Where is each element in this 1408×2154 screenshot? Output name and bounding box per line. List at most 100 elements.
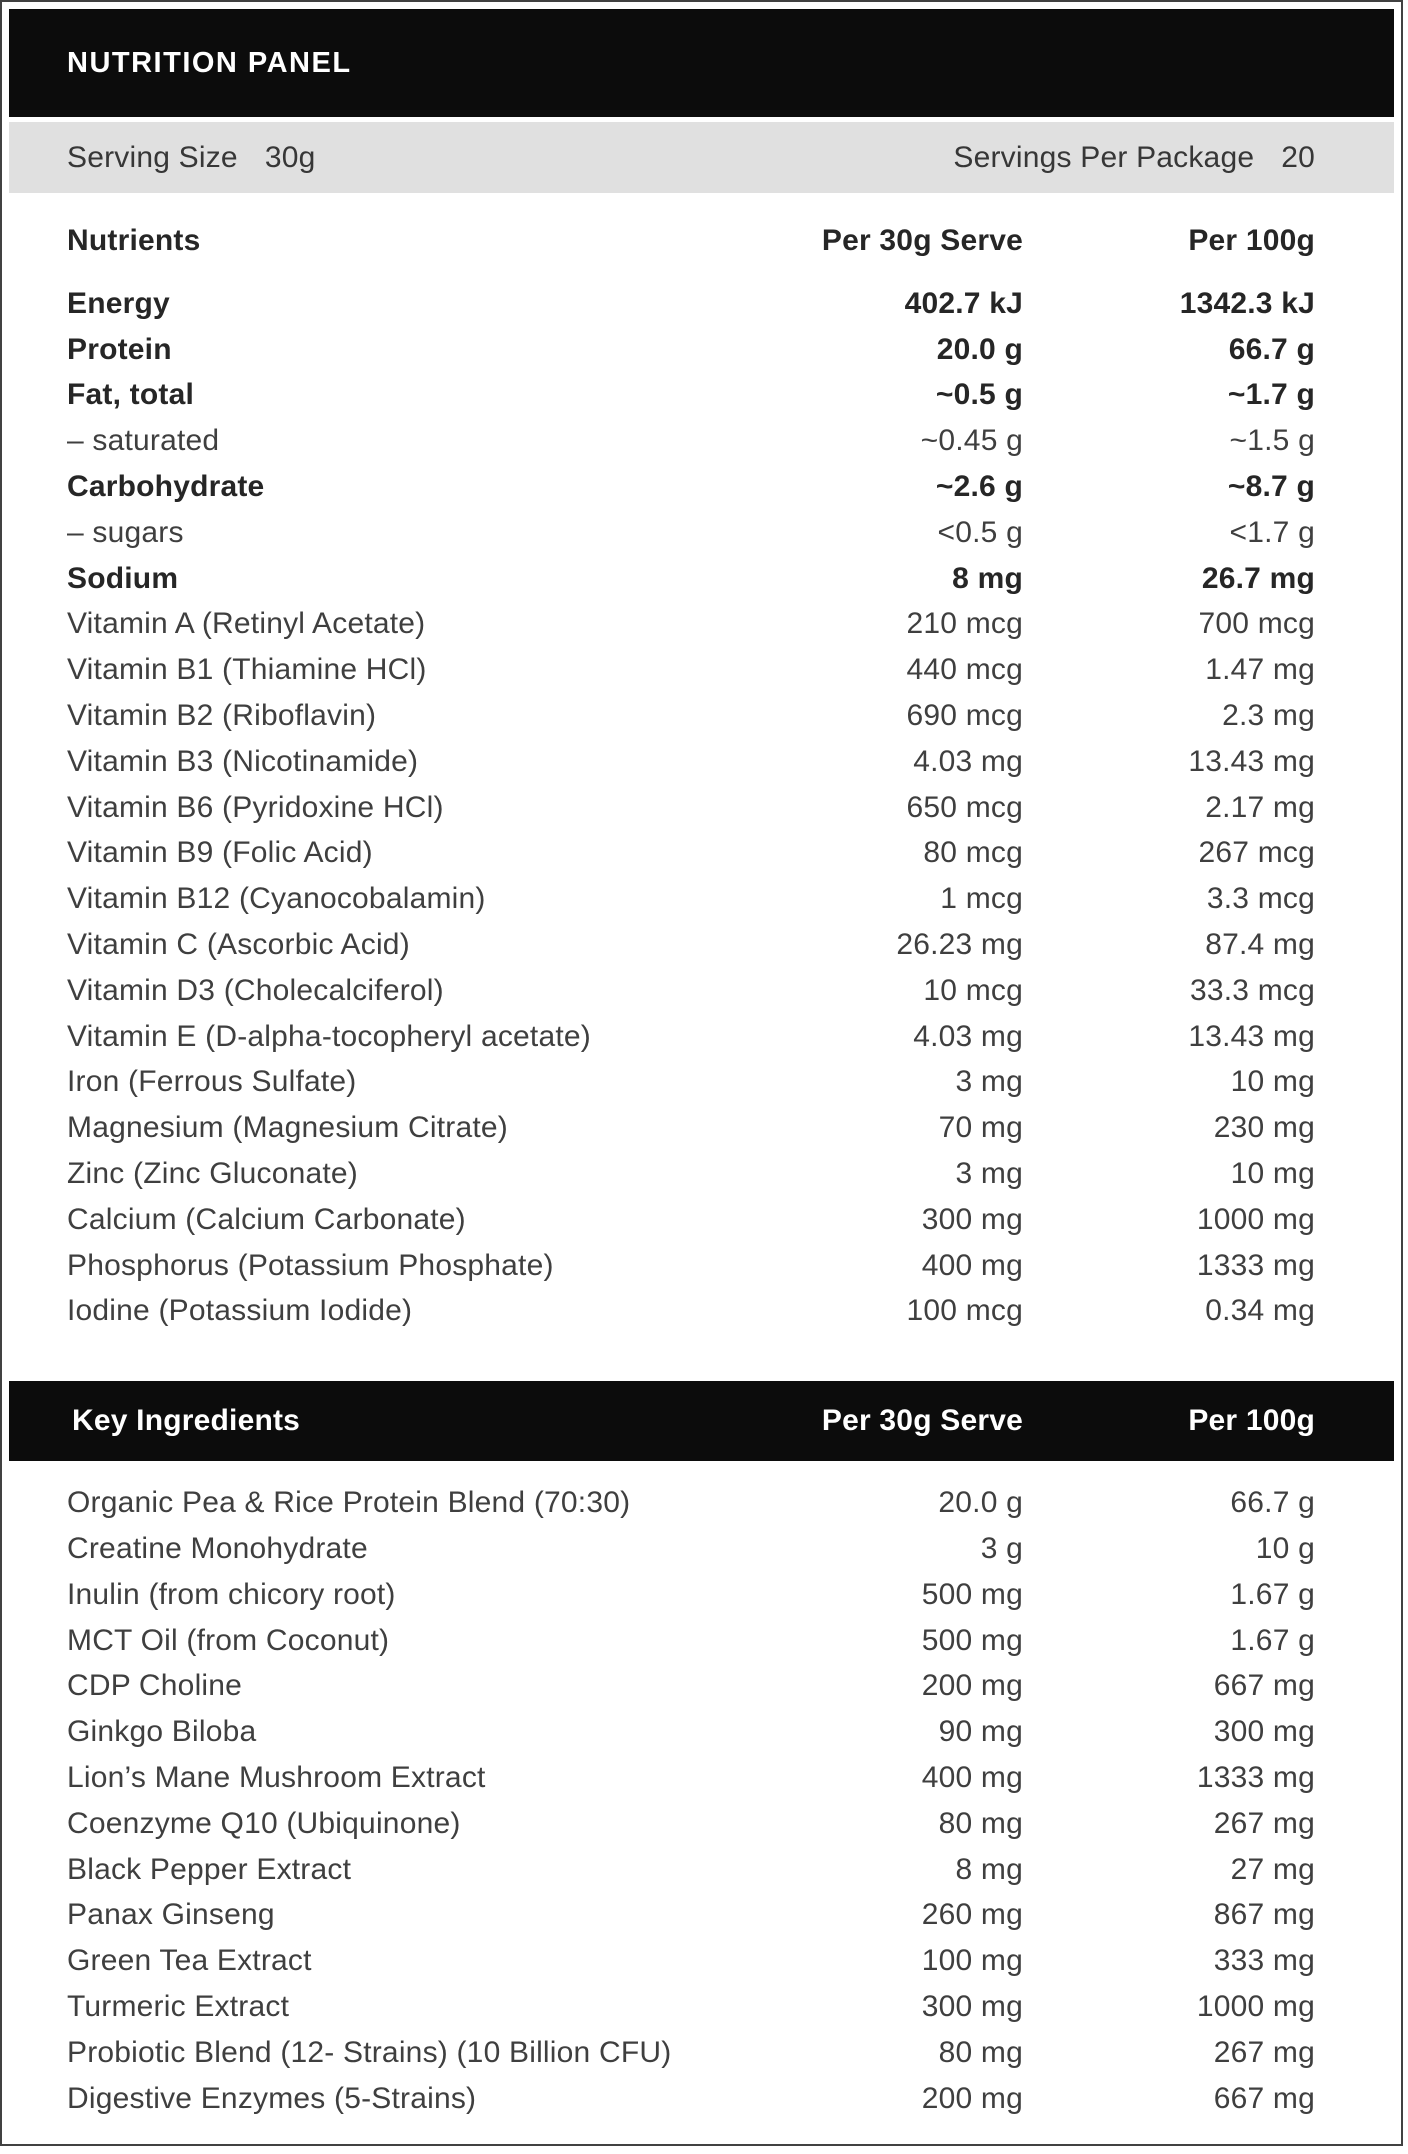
table-row: Vitamin B1 (Thiamine HCl) 440 mcg 1.47 mg	[9, 647, 1394, 693]
table-row: Iodine (Potassium Iodide) 100 mcg 0.34 mg	[9, 1289, 1394, 1335]
row-label: Inulin (from chicory root)	[67, 1577, 396, 1611]
table-row: Ginkgo Biloba 90 mg 300 mg	[9, 1709, 1394, 1755]
per-serve-value: 400 mg	[921, 1248, 1023, 1282]
per-serve-value: 90 mg	[938, 1715, 1023, 1749]
per-serve-value: ~0.45 g	[920, 424, 1023, 458]
per-100g-value: 300 mg	[1213, 1715, 1315, 1749]
table-row: Black Pepper Extract 8 mg 27 mg	[9, 1847, 1394, 1893]
row-label: Digestive Enzymes (5-Strains)	[67, 2081, 477, 2115]
per-100g-value: ~8.7 g	[1227, 470, 1315, 504]
per-100g-value: 3.3 mcg	[1206, 882, 1315, 916]
per-100g-value: 267 mcg	[1198, 836, 1315, 870]
per-100g-value: 1.47 mg	[1205, 653, 1315, 687]
per-serve-value: 300 mg	[921, 1202, 1023, 1236]
per-100g-value: 667 mg	[1213, 1669, 1315, 1703]
per-serve-value: 402.7 kJ	[904, 286, 1023, 320]
serving-size-label: Serving Size	[67, 140, 238, 174]
per-100g-value: 230 mg	[1213, 1111, 1315, 1145]
per-100g-value: 267 mg	[1213, 1806, 1315, 1840]
row-label: Organic Pea & Rice Protein Blend (70:30)	[67, 1486, 631, 1520]
per-100g-value: ~1.7 g	[1227, 378, 1315, 412]
per-serve-value: <0.5 g	[937, 515, 1023, 549]
table-row: Protein 20.0 g 66.7 g	[9, 327, 1394, 373]
per-serve-value: 80 mcg	[923, 836, 1023, 870]
table-row: Panax Ginseng 260 mg 867 mg	[9, 1893, 1394, 1939]
table-row: Inulin (from chicory root) 500 mg 1.67 g	[9, 1572, 1394, 1618]
table-row: Lion’s Mane Mushroom Extract 400 mg 1333 m…	[9, 1755, 1394, 1801]
per-serve-value: 4.03 mg	[913, 1019, 1023, 1053]
per-serve-value: 200 mg	[921, 1669, 1023, 1703]
per-serve-column-header: Per 30g Serve	[821, 224, 1023, 257]
per-100g-value: 700 mcg	[1198, 607, 1315, 641]
per-serve-value: ~0.5 g	[935, 378, 1023, 412]
row-label: Vitamin B1 (Thiamine HCl)	[67, 653, 427, 687]
per-100g-value: 26.7 mg	[1201, 561, 1315, 595]
table-row: Sodium 8 mg 26.7 mg	[9, 556, 1394, 602]
per-serve-value: 3 mg	[955, 1065, 1023, 1099]
per-serve-column-header: Per 30g Serve	[821, 1404, 1023, 1438]
table-row: Phosphorus (Potassium Phosphate) 400 mg 13…	[9, 1243, 1394, 1289]
row-label: Energy	[67, 286, 170, 320]
panel-title-bar: NUTRITION PANEL	[9, 9, 1394, 117]
per-serve-value: 20.0 g	[938, 1486, 1023, 1520]
row-label: Protein	[67, 332, 172, 366]
per-100g-value: 27 mg	[1230, 1852, 1315, 1886]
table-row: Green Tea Extract 100 mg 333 mg	[9, 1938, 1394, 1984]
per-100g-value: 1.67 g	[1230, 1623, 1315, 1657]
per-serve-value: 200 mg	[921, 2081, 1023, 2115]
row-label: – saturated	[67, 424, 220, 458]
servings-per-package-label: Servings Per Package	[953, 140, 1255, 174]
per-100g-value: 1333 mg	[1196, 1248, 1315, 1282]
per-100g-value: 13.43 mg	[1188, 1019, 1315, 1053]
row-label: Sodium	[67, 561, 179, 595]
panel-title: NUTRITION PANEL	[67, 46, 352, 79]
table-row: Vitamin B3 (Nicotinamide) 4.03 mg 13.43 mg	[9, 739, 1394, 785]
table-row: Energy 402.7 kJ 1342.3 kJ	[9, 281, 1394, 327]
per-100g-value: 10 g	[1255, 1532, 1315, 1566]
row-label: Black Pepper Extract	[67, 1852, 352, 1886]
per-serve-value: 3 g	[980, 1532, 1023, 1566]
table-row: Vitamin B2 (Riboflavin) 690 mcg 2.3 mg	[9, 693, 1394, 739]
serving-size-group: Serving Size 30g	[67, 141, 315, 175]
table-row: Creatine Monohydrate 3 g 10 g	[9, 1526, 1394, 1572]
table-row: Carbohydrate ~2.6 g ~8.7 g	[9, 464, 1394, 510]
nutrients-table-body: Energy 402.7 kJ 1342.3 kJ Protein 20.0 g 66.7…	[9, 281, 1394, 1334]
table-row: Vitamin C (Ascorbic Acid) 26.23 mg 87.4 mg	[9, 922, 1394, 968]
row-label: – sugars	[67, 515, 184, 549]
table-row: – sugars <0.5 g <1.7 g	[9, 510, 1394, 556]
per-100g-value: 267 mg	[1213, 2035, 1315, 2069]
per-100g-value: 0.34 mg	[1205, 1294, 1315, 1328]
per-100g-value: 13.43 mg	[1188, 744, 1315, 778]
per-serve-value: 10 mcg	[923, 973, 1023, 1007]
table-row: Digestive Enzymes (5-Strains) 200 mg 667 m…	[9, 2076, 1394, 2122]
serving-size-value: 30g	[264, 140, 316, 174]
row-label: Vitamin B3 (Nicotinamide)	[67, 744, 419, 778]
per-serve-value: 650 mcg	[906, 790, 1023, 824]
per-100g-value: 87.4 mg	[1205, 928, 1315, 962]
per-serve-value: 100 mg	[921, 1944, 1023, 1978]
table-row: Coenzyme Q10 (Ubiquinone) 80 mg 267 mg	[9, 1801, 1394, 1847]
per-100g-value: 667 mg	[1213, 2081, 1315, 2115]
serving-info-bar: Serving Size 30g Servings Per Package 20	[9, 122, 1394, 193]
per-serve-value: 20.0 g	[936, 332, 1023, 366]
per-100g-value: 2.3 mg	[1222, 699, 1315, 733]
per-100g-value: 1000 mg	[1196, 1202, 1315, 1236]
per-100g-value: 10 mg	[1230, 1157, 1315, 1191]
per-100g-value: 10 mg	[1230, 1065, 1315, 1099]
row-label: Zinc (Zinc Gluconate)	[67, 1157, 358, 1191]
row-label: Lion’s Mane Mushroom Extract	[67, 1761, 486, 1794]
row-label: Vitamin B9 (Folic Acid)	[67, 836, 373, 870]
key-ingredients-column-header: Key Ingredients	[72, 1404, 301, 1438]
row-label: Vitamin C (Ascorbic Acid)	[67, 928, 410, 962]
table-row: Calcium (Calcium Carbonate) 300 mg 1000 mg	[9, 1197, 1394, 1243]
per-serve-value: 500 mg	[921, 1577, 1023, 1611]
per-100g-value: 333 mg	[1213, 1944, 1315, 1978]
per-100g-value: 867 mg	[1213, 1898, 1315, 1932]
row-label: Green Tea Extract	[67, 1944, 312, 1978]
row-label: Vitamin B6 (Pyridoxine HCl)	[67, 790, 444, 824]
servings-per-package-value: 20	[1281, 140, 1315, 174]
servings-per-package-group: Servings Per Package 20	[953, 141, 1315, 175]
row-label: Vitamin E (D-alpha-tocopheryl acetate)	[67, 1019, 591, 1053]
table-row: Vitamin E (D-alpha-tocopheryl acetate) 4.…	[9, 1014, 1394, 1060]
